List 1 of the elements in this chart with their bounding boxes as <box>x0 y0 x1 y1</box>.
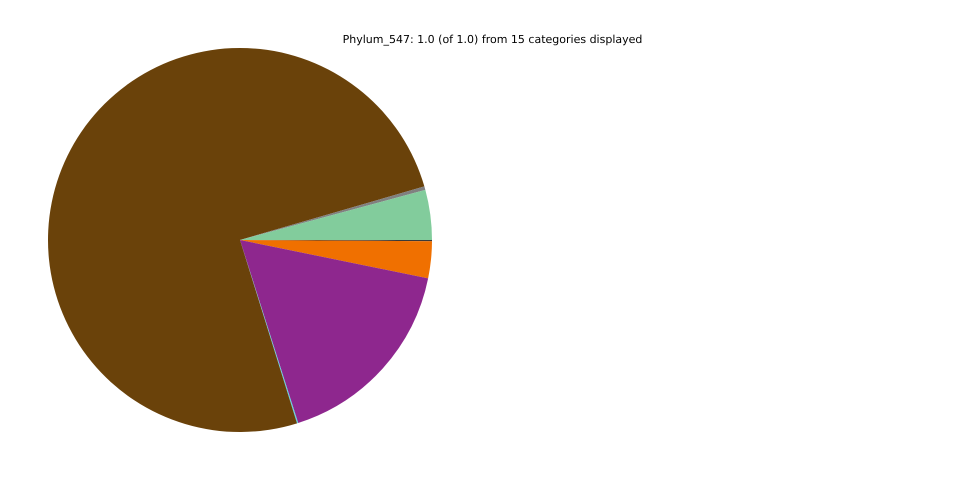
text: Phylum_547: 1.0 (of 1.0) from 15 categories displayed <box>342 33 644 46</box>
